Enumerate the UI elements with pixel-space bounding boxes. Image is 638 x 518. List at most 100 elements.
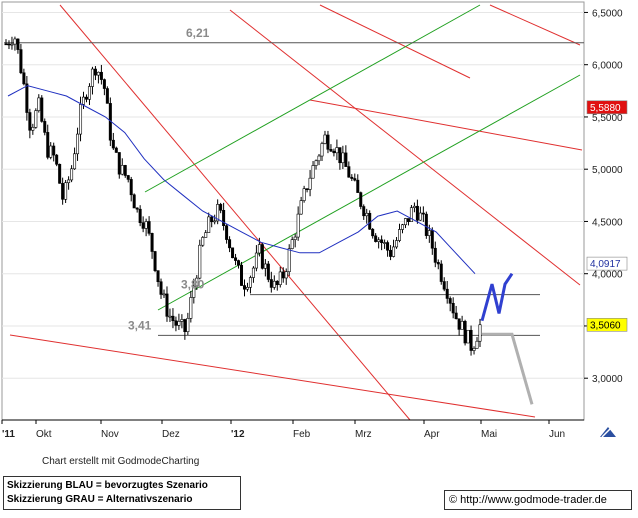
candle-body bbox=[374, 235, 378, 242]
candle-body bbox=[153, 251, 157, 271]
copyright-symbol: © bbox=[449, 494, 458, 506]
candles bbox=[4, 36, 482, 356]
candle-body bbox=[132, 194, 136, 209]
level-label: 3,41 bbox=[128, 318, 152, 332]
candle-body bbox=[320, 143, 324, 157]
candle-body bbox=[141, 222, 145, 229]
scenarios bbox=[480, 272, 534, 405]
candle-body bbox=[192, 285, 196, 298]
gridlines bbox=[2, 11, 584, 379]
candle-body bbox=[260, 244, 264, 269]
candle-body bbox=[210, 216, 214, 223]
candle-body bbox=[84, 96, 88, 100]
candle-body bbox=[180, 319, 184, 322]
candle-body bbox=[380, 239, 384, 244]
candle-body bbox=[102, 79, 106, 89]
candle-body bbox=[472, 348, 476, 351]
candle-body bbox=[439, 263, 443, 282]
candle-body bbox=[67, 179, 71, 184]
candle-body bbox=[469, 329, 473, 351]
moving-average bbox=[7, 85, 476, 275]
candle-body bbox=[281, 271, 285, 279]
candle-body bbox=[457, 318, 461, 330]
trend-line bbox=[157, 74, 581, 311]
candle-body bbox=[317, 155, 321, 162]
candle-body bbox=[329, 149, 333, 152]
candle-body bbox=[454, 312, 458, 320]
price-badge-label: 3,5060 bbox=[590, 320, 621, 331]
candle-body bbox=[400, 224, 404, 230]
level-label: 6,21 bbox=[186, 26, 210, 40]
candle-body bbox=[114, 147, 118, 153]
pen-icon[interactable] bbox=[598, 425, 618, 439]
candle-body bbox=[412, 205, 416, 208]
candle-body bbox=[189, 297, 193, 319]
scenario-gray-path bbox=[482, 332, 534, 405]
candle-body bbox=[344, 152, 348, 167]
candle-body bbox=[111, 139, 115, 149]
candle-body bbox=[28, 112, 32, 131]
trend-lines bbox=[4, 4, 584, 421]
price-badge-label: 5,5880 bbox=[590, 103, 621, 114]
candle-body bbox=[362, 206, 366, 217]
candle-body bbox=[34, 110, 38, 128]
moving-average-line bbox=[7, 85, 476, 275]
candle-body bbox=[403, 218, 407, 226]
candle-body bbox=[445, 288, 449, 299]
candle-body bbox=[368, 212, 372, 230]
candle-body bbox=[356, 179, 360, 193]
candle-body bbox=[326, 134, 330, 150]
y-tick-label: 5,5000 bbox=[592, 113, 623, 124]
candle-body bbox=[156, 270, 160, 283]
candle-body bbox=[302, 188, 306, 201]
candle-body bbox=[347, 166, 351, 178]
candle-body bbox=[25, 83, 29, 113]
candle-body bbox=[359, 192, 363, 207]
candle-body bbox=[308, 177, 312, 190]
candle-body bbox=[198, 244, 202, 279]
candle-body bbox=[237, 260, 241, 266]
candle-body bbox=[183, 319, 187, 333]
candle-body bbox=[201, 237, 205, 246]
candle-body bbox=[40, 97, 44, 122]
candle-body bbox=[228, 239, 232, 249]
candle-body bbox=[207, 216, 211, 233]
candle-body bbox=[58, 163, 62, 184]
candle-body bbox=[144, 221, 148, 229]
x-tick-label: Jun bbox=[549, 429, 565, 440]
candle-body bbox=[415, 205, 419, 221]
candle-body bbox=[242, 285, 246, 290]
candle-body bbox=[389, 249, 393, 257]
candle-body bbox=[16, 38, 20, 50]
x-tick-label: Feb bbox=[293, 429, 311, 440]
candle-body bbox=[49, 145, 53, 158]
x-tick-label: Okt bbox=[36, 429, 52, 440]
x-tick-label: '11 bbox=[2, 429, 15, 440]
candle-body bbox=[73, 153, 77, 170]
candle-body bbox=[341, 152, 345, 164]
candle-body bbox=[138, 208, 142, 223]
website-link[interactable]: © http://www.godmode-trader.de bbox=[444, 490, 632, 510]
candle-body bbox=[240, 264, 244, 286]
level-label: 3,80 bbox=[181, 278, 205, 292]
candle-body bbox=[433, 247, 437, 263]
candle-body bbox=[421, 212, 425, 215]
trend-line bbox=[229, 9, 581, 286]
candle-body bbox=[377, 239, 381, 242]
candle-body bbox=[395, 240, 399, 248]
candle-body bbox=[213, 220, 217, 223]
candle-body bbox=[186, 318, 190, 333]
candle-body bbox=[222, 210, 226, 227]
candle-body bbox=[96, 71, 100, 76]
y-tick-label: 4,0000 bbox=[592, 270, 623, 281]
x-tick-label: Apr bbox=[424, 429, 440, 440]
candle-body bbox=[475, 340, 479, 349]
x-tick-label: Nov bbox=[101, 429, 119, 440]
candle-body bbox=[409, 207, 413, 222]
candle-body bbox=[195, 277, 199, 287]
candle-body bbox=[37, 97, 41, 111]
candle-body bbox=[82, 96, 86, 105]
candle-body bbox=[147, 221, 151, 234]
candle-body bbox=[165, 293, 169, 317]
candle-body bbox=[135, 207, 139, 210]
